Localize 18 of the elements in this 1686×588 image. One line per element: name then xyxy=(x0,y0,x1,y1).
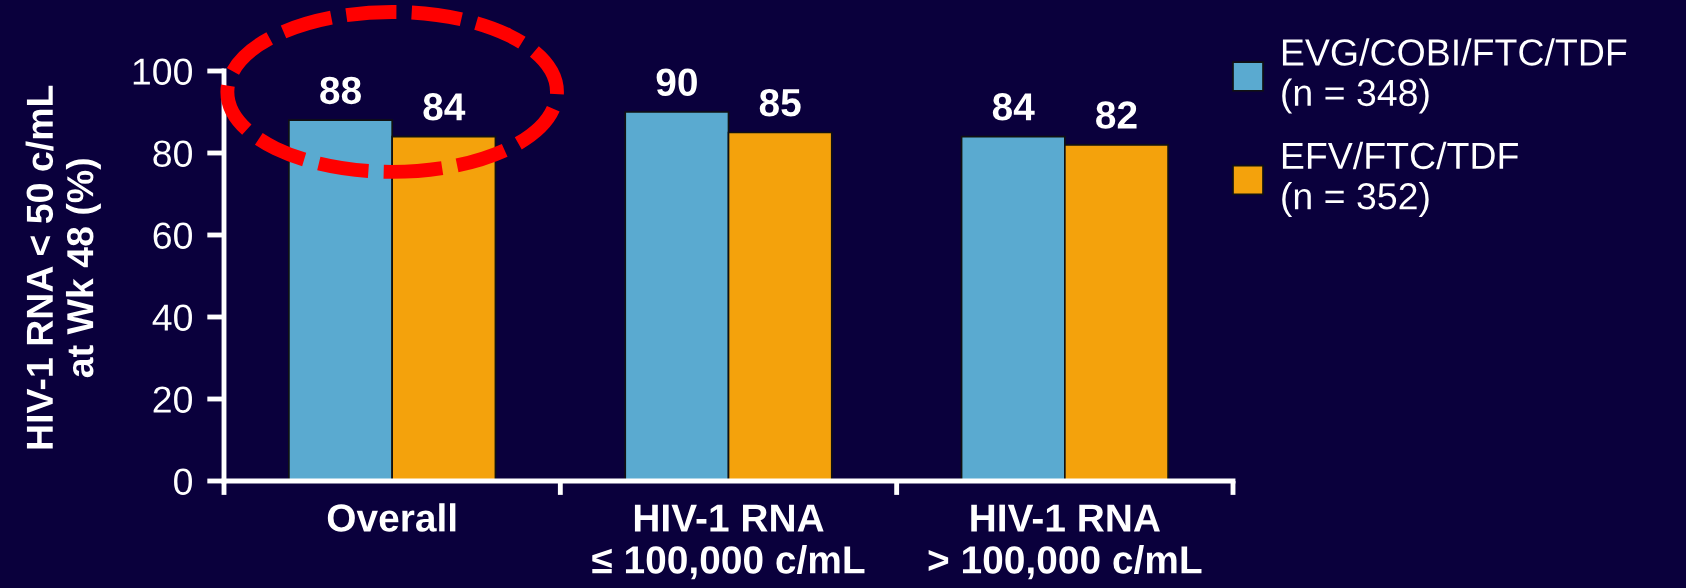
x-tick-label: HIV-1 RNA ≤ 100,000 c/mL xyxy=(592,504,865,580)
data-label: 90 xyxy=(656,68,697,96)
y-axis-title: HIV-1 RNA < 50 c/mL at Wk 48 (%) xyxy=(25,85,101,449)
y-tick-label: 80 xyxy=(153,140,192,167)
data-label: 84 xyxy=(992,93,1035,121)
data-label: 82 xyxy=(1096,101,1137,129)
y-tick-label: 100 xyxy=(133,58,192,85)
legend-label: EFV/FTC/TDF (n = 352) xyxy=(1282,141,1518,218)
y-tick-label: 60 xyxy=(153,222,192,249)
y-tick-label: 40 xyxy=(152,304,192,331)
data-label: 85 xyxy=(759,88,801,117)
y-tick-label: 20 xyxy=(153,386,192,413)
x-tick-label: HIV-1 RNA > 100,000 c/mL xyxy=(928,504,1202,580)
legend-label: EVG/COBI/FTC/TDF (n = 348) xyxy=(1282,38,1627,114)
y-tick-label: 0 xyxy=(174,468,192,495)
data-label: 88 xyxy=(320,76,361,105)
x-tick-label: Overall xyxy=(327,503,456,532)
data-label: 84 xyxy=(423,93,466,121)
